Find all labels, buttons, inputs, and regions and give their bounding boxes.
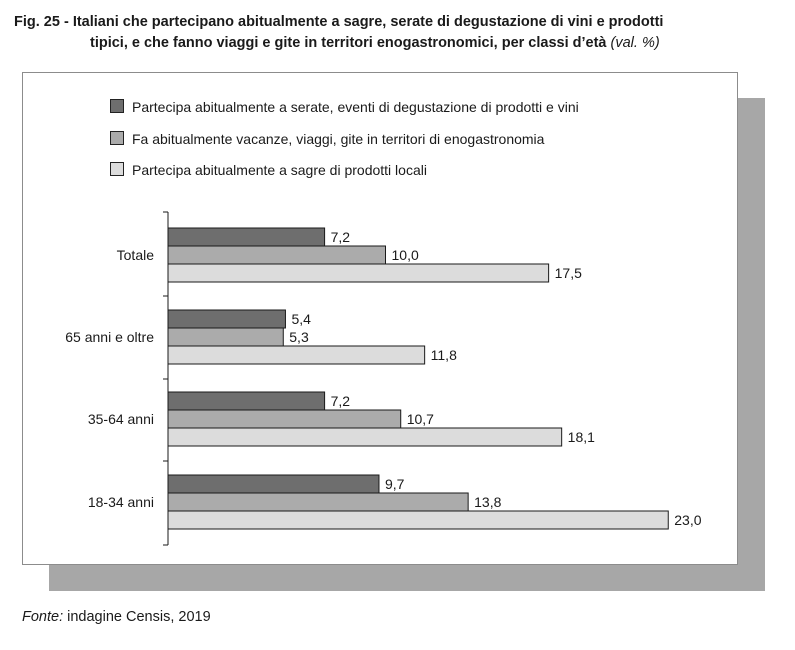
title-line2: tipici, e che fanno viaggi e gite in ter… — [90, 35, 607, 51]
legend-swatch-vacanze — [110, 131, 124, 145]
bar-18-34-anni-degustazione — [167, 474, 380, 494]
data-label-totale-degustazione: 7,2 — [331, 229, 351, 245]
bar-35-64-anni-sagre — [167, 427, 563, 447]
data-label-totale-sagre: 17,5 — [555, 265, 582, 281]
bar-65-anni-e-oltre-sagre — [167, 345, 426, 365]
bar-65-anni-e-oltre-degustazione — [167, 309, 286, 329]
data-label-totale-vacanze: 10,0 — [392, 247, 419, 263]
bar-35-64-anni-degustazione — [167, 391, 326, 411]
legend-item-sagre: Partecipa abitualmente a sagre di prodot… — [110, 161, 670, 179]
source-note: Fonte: indagine Censis, 2019 — [22, 609, 211, 625]
chart-panel — [22, 72, 738, 565]
bar-18-34-anni-vacanze — [167, 492, 469, 512]
source-text: indagine Censis, 2019 — [67, 609, 211, 625]
bar-35-64-anni-vacanze — [167, 409, 402, 429]
category-label-65-anni-e-oltre: 65 anni e oltre — [65, 329, 154, 345]
bar-totale-vacanze — [167, 245, 386, 265]
legend-swatch-sagre — [110, 162, 124, 176]
legend-item-vacanze: Fa abitualmente vacanze, viaggi, gite in… — [110, 130, 670, 148]
legend-label-sagre: Partecipa abitualmente a sagre di prodot… — [132, 162, 427, 178]
bar-65-anni-e-oltre-vacanze — [167, 327, 284, 347]
category-label-totale: Totale — [117, 247, 155, 263]
bar-totale-degustazione — [167, 227, 326, 247]
data-label-18-34-anni-sagre: 23,0 — [674, 512, 701, 528]
data-label-35-64-anni-vacanze: 10,7 — [407, 411, 434, 427]
data-label-18-34-anni-vacanze: 13,8 — [474, 494, 501, 510]
data-label-35-64-anni-sagre: 18,1 — [568, 429, 595, 445]
legend-label-vacanze: Fa abitualmente vacanze, viaggi, gite in… — [132, 131, 545, 147]
chart-title: Fig. 25 - Italiani che partecipano abitu… — [14, 12, 784, 54]
category-label-18-34-anni: 18-34 anni — [88, 494, 154, 510]
title-prefix: Fig. 25 - — [14, 14, 73, 30]
data-label-35-64-anni-degustazione: 7,2 — [331, 393, 351, 409]
source-label: Fonte: — [22, 609, 64, 625]
category-label-35-64-anni: 35-64 anni — [88, 411, 154, 427]
legend-item-degustazione: Partecipa abitualmente a serate, eventi … — [110, 98, 670, 116]
bar-totale-sagre — [167, 263, 550, 283]
data-label-65-anni-e-oltre-sagre: 11,8 — [431, 347, 457, 363]
data-label-18-34-anni-degustazione: 9,7 — [385, 476, 405, 492]
legend-label-degustazione: Partecipa abitualmente a serate, eventi … — [132, 99, 579, 115]
bar-18-34-anni-sagre — [167, 510, 669, 530]
data-label-65-anni-e-oltre-vacanze: 5,3 — [289, 329, 309, 345]
legend-swatch-degustazione — [110, 99, 124, 113]
data-label-65-anni-e-oltre-degustazione: 5,4 — [291, 311, 311, 327]
title-line1: Italiani che partecipano abitualmente a … — [72, 14, 664, 30]
title-unit: (val. %) — [610, 35, 660, 51]
